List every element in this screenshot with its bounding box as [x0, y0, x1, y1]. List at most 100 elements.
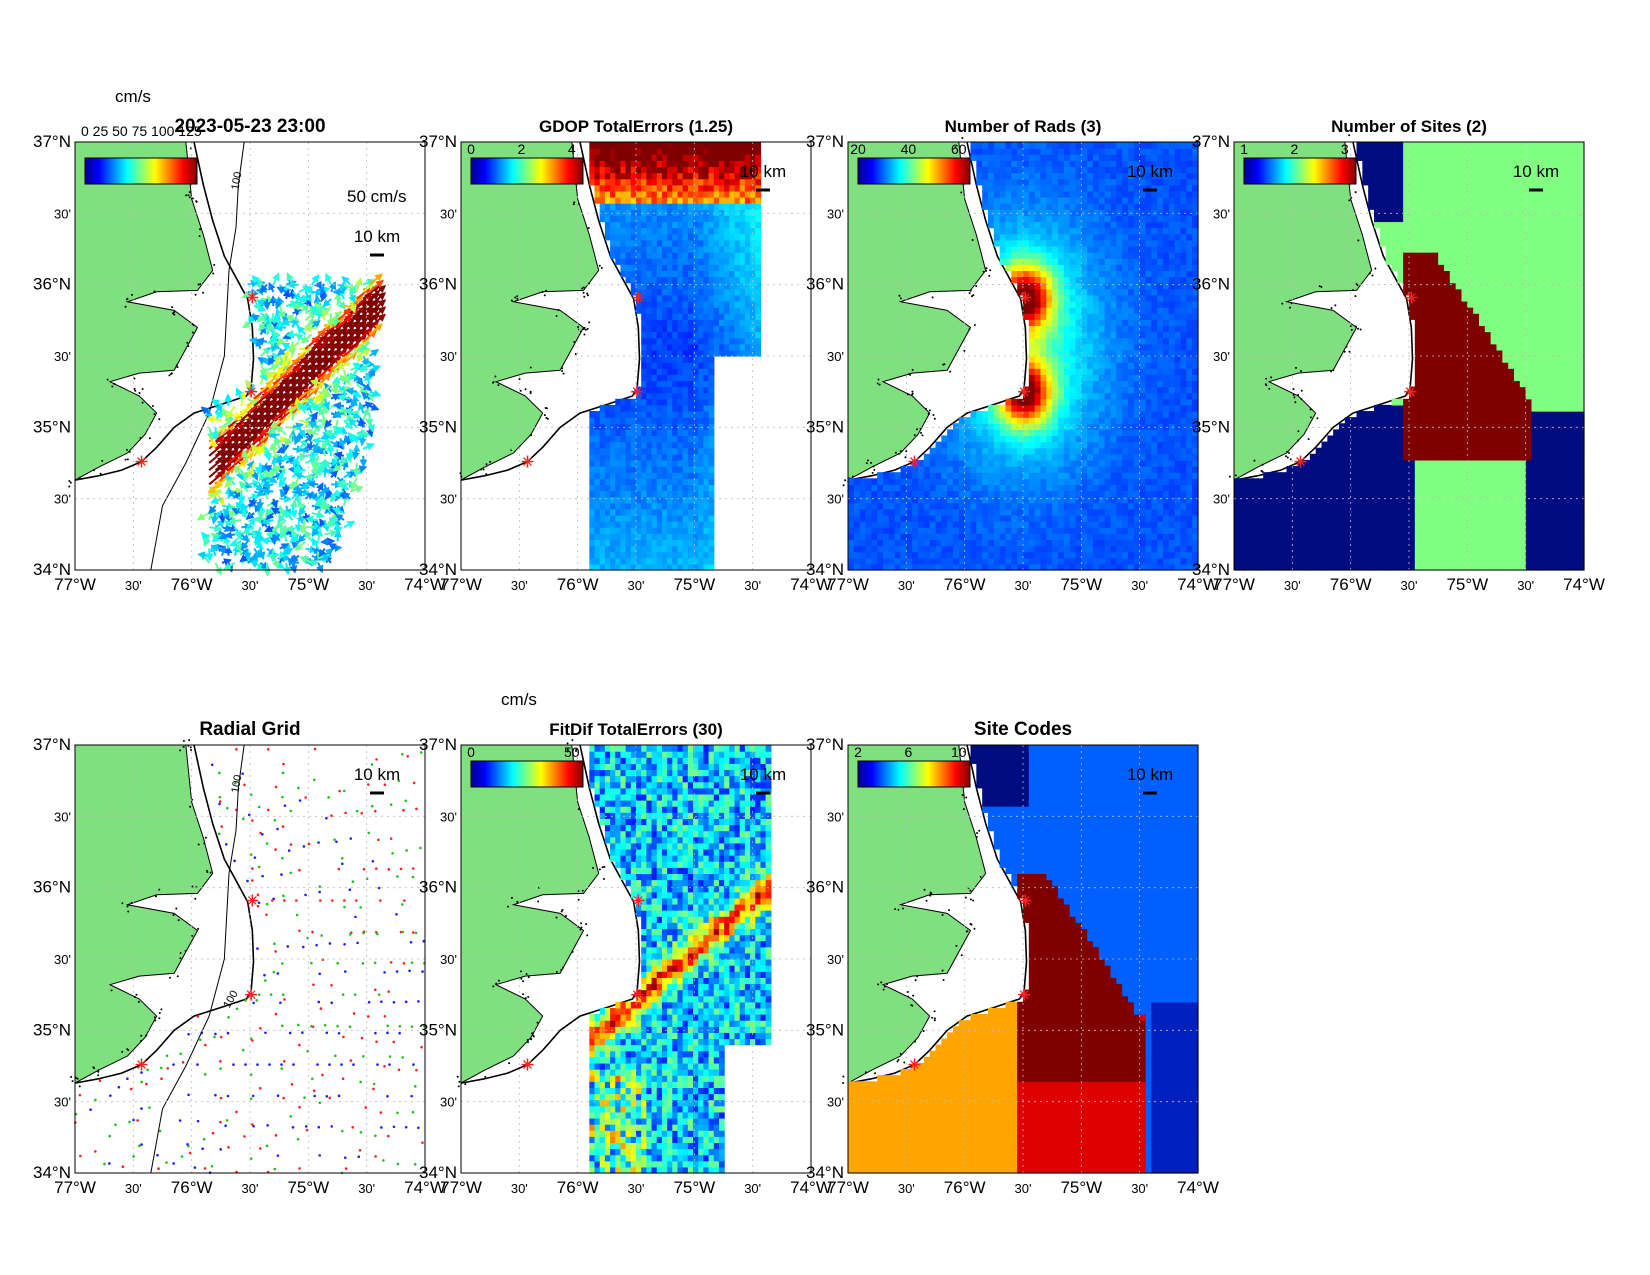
- panel-nrads-cell: [993, 441, 1001, 449]
- panel-nrads-cell: [947, 435, 954, 443]
- panel-nrads-cell: [1098, 404, 1106, 412]
- panel-gdop-cell: [708, 490, 715, 498]
- panel-nrads-cell: [982, 429, 989, 437]
- panel-gdop-cell: [610, 539, 616, 547]
- panel-nrads-cell: [1069, 435, 1077, 443]
- panel-gdop-cell: [729, 203, 736, 210]
- panel-gdop-cell: [625, 404, 632, 412]
- panel-gdop-cell: [604, 557, 611, 565]
- panel-nrads-cell: [1110, 496, 1117, 504]
- panel-nrads-cell: [1122, 356, 1129, 363]
- panel-nrads-cell: [982, 551, 989, 559]
- panel-nrads-cell: [1081, 252, 1088, 259]
- panel-gdop-cell: [734, 276, 741, 284]
- panel-gdop-cell: [677, 160, 684, 168]
- panel-nrads-cell: [1040, 368, 1047, 375]
- panel-nrads-cell: [1034, 417, 1042, 424]
- panel-nrads-cell: [1034, 245, 1042, 253]
- panel-nrads-cell: [1093, 466, 1100, 473]
- panel-nrads-cell: [1098, 429, 1106, 437]
- panel-nrads-cell: [1034, 374, 1042, 382]
- panel-gdop-cell: [693, 527, 699, 534]
- panel-nrads-cell: [1040, 435, 1047, 443]
- panel-nrads-cell: [1058, 221, 1065, 229]
- panel-nrads-cell: [1058, 490, 1065, 498]
- panel-nrads-cell: [1087, 411, 1094, 418]
- panel-nrads-cell: [1122, 392, 1129, 400]
- panel-gdop-cell: [636, 459, 642, 467]
- panel-gdop-cell: [667, 172, 673, 180]
- panel-nrads-cell: [1046, 337, 1053, 345]
- panel-currents-vector: [238, 390, 247, 407]
- panel-gdop-cell: [636, 441, 642, 449]
- panel-currents-coast-dot: [68, 485, 71, 488]
- panel-nrads-cell: [988, 484, 995, 492]
- panel-gdop-cell: [755, 294, 762, 302]
- panel-nrads-cell: [1063, 423, 1071, 430]
- panel-gdop-cell: [625, 472, 632, 479]
- panel-nrads-cell: [999, 166, 1007, 174]
- panel-nrads-cell: [859, 545, 867, 553]
- panel-gdop-cell: [641, 160, 647, 168]
- panel-gdop-cell: [620, 545, 627, 553]
- panel-currents-vector: [240, 402, 254, 414]
- panel-gdop-cell: [677, 453, 684, 461]
- panel-gdop-cell: [682, 533, 689, 541]
- panel-nrads-cell: [1034, 545, 1042, 553]
- panel-nrads-cell: [1110, 545, 1117, 553]
- panel-gdop-cell: [667, 331, 673, 339]
- panel-nrads-cell: [953, 441, 960, 449]
- panel-nrads-cell: [1028, 356, 1036, 363]
- panel-gdop-cell: [589, 142, 596, 149]
- panel-nrads-cell: [1122, 184, 1129, 192]
- panel-gdop-cell: [604, 417, 611, 424]
- panel-nrads-cell: [912, 527, 919, 534]
- panel-nrads-cell: [982, 184, 989, 192]
- panel-nrads-cell: [853, 539, 861, 547]
- panel-nrads-cell: [1128, 466, 1135, 473]
- panel-nrads-cell: [1122, 203, 1129, 210]
- panel-nrads-cell: [865, 557, 872, 565]
- panel-nrads-cell: [1028, 490, 1036, 498]
- panel-gdop-cell: [693, 545, 699, 553]
- panel-gdop-cell: [724, 166, 730, 174]
- panel-nrads-cell: [1011, 484, 1018, 492]
- panel-nrads-cell: [1093, 343, 1100, 351]
- panel-gdop-cell: [610, 404, 616, 412]
- panel-nrads-cell: [1034, 466, 1042, 473]
- panel-nrads-coast-dot: [913, 434, 916, 437]
- panel-gdop-cell: [718, 252, 725, 259]
- panel-nrads-cell: [1081, 502, 1088, 510]
- panel-nrads-cell: [906, 557, 913, 565]
- panel-nrads-cell: [993, 148, 1001, 155]
- panel-nrads-cell: [1063, 288, 1071, 296]
- panel-nrads-cell: [1005, 252, 1012, 259]
- panel-nrads-cell: [1058, 349, 1065, 357]
- panel-gdop-cell: [599, 435, 606, 443]
- panel-gdop-cell: [734, 282, 741, 290]
- panel-gdop-cell: [677, 215, 684, 223]
- panel-currents-vector: [255, 526, 263, 539]
- panel-nrads-cell: [1093, 209, 1100, 216]
- panel-gdop-cell: [724, 209, 730, 216]
- panel-nrads-cell: [1098, 478, 1106, 485]
- panel-nrads-cell: [1104, 190, 1112, 198]
- panel-nrads-cell: [1122, 337, 1129, 345]
- panel-nrads-cell: [1011, 190, 1018, 198]
- panel-nrads-cell: [1034, 398, 1042, 406]
- panel-gdop-cell: [729, 190, 736, 198]
- panel-nrads-cell: [1116, 527, 1123, 534]
- panel-gdop-coast-dot: [600, 266, 603, 269]
- panel-nrads-cell: [964, 423, 972, 430]
- panel-nrads-cell: [1110, 276, 1117, 284]
- panel-gdop-cell: [625, 411, 632, 418]
- panel-nrads-cell: [1116, 539, 1123, 547]
- panel-gdop-cell: [755, 331, 762, 339]
- panel-nrads-cell: [1104, 459, 1112, 467]
- panel-gdop-cell: [667, 294, 673, 302]
- panel-gdop-cell: [599, 459, 606, 467]
- panel-gdop-cell: [641, 508, 647, 516]
- panel-nrads-cell: [1028, 184, 1036, 192]
- panel-gdop-cell: [661, 276, 668, 284]
- panel-nrads-cell: [1128, 545, 1135, 553]
